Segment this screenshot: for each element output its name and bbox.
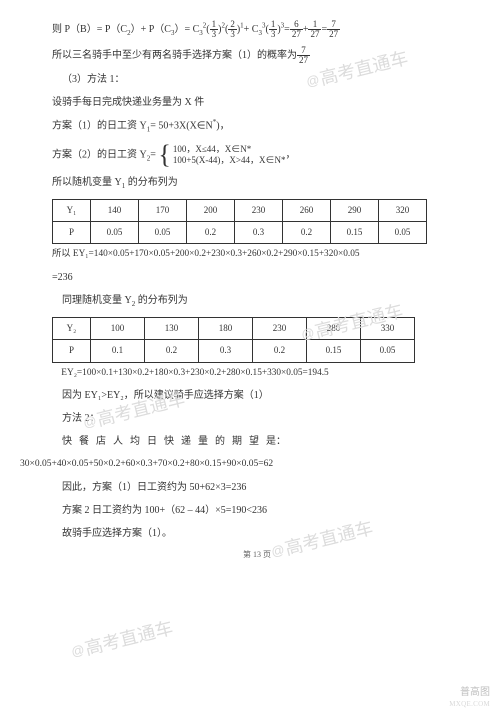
text-line: 同理随机变量 Y2 的分布列为: [52, 292, 462, 311]
table-header: P: [53, 340, 91, 362]
text-line: 因为 EY₁>EY₂，所以建议骑手应选择方案（1）: [52, 387, 462, 404]
text-line: 所以随机变量 Y1 的分布列为: [52, 174, 462, 193]
page-number: 第 13 页: [52, 548, 462, 562]
table-cell: 0.2: [253, 340, 307, 362]
text-line: 方案（1）的日工资 Y1= 50+3X(X∈N*)，: [52, 117, 462, 136]
watermark: @高考直通车: [68, 613, 177, 668]
equation-line: =236: [52, 269, 462, 286]
table-cell: 230: [253, 318, 307, 340]
table-cell: 0.05: [361, 340, 415, 362]
table-cell: 0.05: [379, 222, 427, 244]
table-cell: 200: [187, 199, 235, 221]
left-brace-icon: {: [158, 142, 170, 168]
table-row: Y₂ 100 130 180 230 280 330: [53, 318, 415, 340]
text-line: （3）方法 1：: [52, 71, 462, 88]
text-line: 快餐店人均日快递量的期望是：: [52, 433, 462, 450]
table-cell: 0.2: [283, 222, 331, 244]
equation-line: 则 P（B）= P（C2）+ P（C3）= C32(13)2(23)1+ C33…: [52, 20, 462, 40]
table-cell: 320: [379, 199, 427, 221]
piecewise-line: 方案（2）的日工资 Y2= { 100，X≤44，X∈N* 100+5(X-44…: [52, 142, 462, 168]
table-header: P: [53, 222, 91, 244]
table-cell: 290: [331, 199, 379, 221]
equation-line: EY₂=100×0.1+130×0.2+180×0.3+230×0.2+280×…: [52, 366, 462, 382]
table-cell: 0.15: [307, 340, 361, 362]
table-cell: 0.15: [331, 222, 379, 244]
table-cell: 140: [91, 199, 139, 221]
table-header: Y₁: [53, 199, 91, 221]
table-cell: 0.1: [91, 340, 145, 362]
equation-line: 30×0.05+40×0.05+50×0.2+60×0.3+70×0.2+80×…: [20, 456, 462, 472]
equation-line: 所以 EY₁=140×0.05+170×0.05+200×0.2+230×0.3…: [52, 247, 462, 263]
text-line: 所以三名骑手中至少有两名骑手选择方案（1）的概率为727: [52, 46, 462, 65]
table-row: P 0.05 0.05 0.2 0.3 0.2 0.15 0.05: [53, 222, 427, 244]
table-cell: 230: [235, 199, 283, 221]
table-cell: 260: [283, 199, 331, 221]
bottom-url: MXQE.COM: [449, 699, 490, 711]
text-line: 故骑手应选择方案（1）。: [52, 525, 462, 542]
table-cell: 0.3: [199, 340, 253, 362]
table-cell: 180: [199, 318, 253, 340]
at-icon: @: [69, 639, 87, 664]
text-line: 因此，方案（1）日工资约为 50+62×3=236: [52, 479, 462, 496]
text-line: 方案 2 日工资约为 100+（62 – 44）×5=190<236: [52, 502, 462, 519]
table-cell: 0.05: [91, 222, 139, 244]
text-line: 方法 2：: [52, 410, 462, 427]
table-cell: 100: [91, 318, 145, 340]
distribution-table-2: Y₂ 100 130 180 230 280 330 P 0.1 0.2 0.3…: [52, 317, 415, 363]
table-row: P 0.1 0.2 0.3 0.2 0.15 0.05: [53, 340, 415, 362]
table-cell: 0.2: [145, 340, 199, 362]
distribution-table-1: Y₁ 140 170 200 230 260 290 320 P 0.05 0.…: [52, 199, 427, 245]
table-cell: 280: [307, 318, 361, 340]
table-cell: 170: [139, 199, 187, 221]
table-cell: 0.2: [187, 222, 235, 244]
table-cell: 330: [361, 318, 415, 340]
table-cell: 0.3: [235, 222, 283, 244]
table-cell: 130: [145, 318, 199, 340]
table-header: Y₂: [53, 318, 91, 340]
table-row: Y₁ 140 170 200 230 260 290 320: [53, 199, 427, 221]
text-line: 设骑手每日完成快递业务量为 X 件: [52, 94, 462, 111]
table-cell: 0.05: [139, 222, 187, 244]
